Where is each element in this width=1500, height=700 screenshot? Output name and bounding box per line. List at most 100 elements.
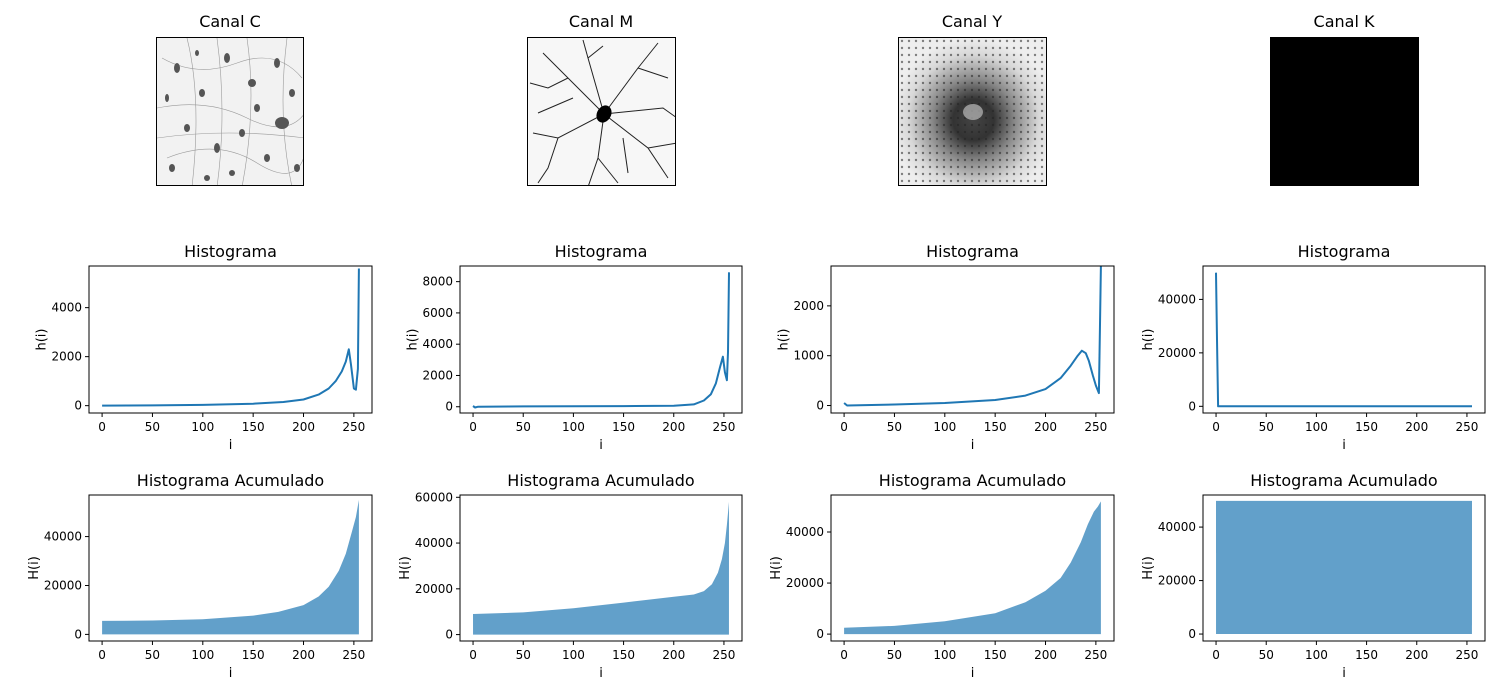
channel-m-image <box>527 37 676 186</box>
axes-frame <box>88 265 373 414</box>
axes-frame <box>1202 265 1486 414</box>
area-series <box>102 499 359 635</box>
x-tick-label: 0 <box>469 420 477 434</box>
x-axis-label: i <box>971 438 975 453</box>
chart-1: Histograma 0 50 100 150 200 250 0 2000 4000 i h(i) <box>34 242 373 453</box>
line-series <box>472 272 730 409</box>
channel-k-image <box>1270 37 1419 186</box>
chart-3: Histograma 0 50 100 150 200 250 0 1000 2000 i h(i) <box>776 242 1115 453</box>
y-tick-label: 0 <box>445 400 453 414</box>
x-tick-label: 150 <box>1355 420 1378 434</box>
x-tick-label: 50 <box>516 648 531 662</box>
x-tick-label: 250 <box>1084 420 1107 434</box>
x-tick-label: 0 <box>840 648 848 662</box>
y-tick-label: 8000 <box>422 275 453 289</box>
y-tick-label: 2000 <box>793 299 824 313</box>
axes-frame <box>1202 494 1486 642</box>
x-tick-label: 50 <box>516 420 531 434</box>
x-tick-label: 150 <box>242 420 265 434</box>
x-axis-label: i <box>1342 666 1346 681</box>
x-tick-label: 150 <box>612 420 635 434</box>
x-tick-label: 150 <box>612 648 635 662</box>
chart-title: Histograma <box>184 242 277 261</box>
chart-title: Histograma <box>555 242 648 261</box>
x-tick-label: 200 <box>1034 648 1057 662</box>
line-series <box>843 265 1102 407</box>
x-axis-label: i <box>599 666 603 681</box>
x-tick-label: 100 <box>562 420 585 434</box>
axes-frame <box>830 265 1115 414</box>
chart-6: Histograma Acumulado 0 50 100 150 200 250 0 2000… <box>398 471 743 681</box>
y-tick-label: 40000 <box>415 536 453 550</box>
y-axis-label: h(i) <box>776 329 791 351</box>
chart-title: Histograma <box>1298 242 1391 261</box>
x-tick-label: 100 <box>1305 648 1328 662</box>
axes-frame <box>830 494 1115 642</box>
chart-7: Histograma Acumulado 0 50 100 150 200 250 0 2000… <box>769 471 1115 681</box>
chart-title: Histograma Acumulado <box>507 471 694 490</box>
y-axis-label: H(i) <box>1141 556 1156 580</box>
chart-2: Histograma 0 50 100 150 200 250 0 2000 4000 6000 80… <box>405 242 743 453</box>
y-tick-label: 40000 <box>1158 292 1196 306</box>
x-tick-label: 0 <box>98 420 106 434</box>
image-title-m: Canal M <box>568 12 634 31</box>
y-tick-label: 0 <box>816 627 824 641</box>
x-tick-label: 100 <box>191 420 214 434</box>
y-tick-label: 6000 <box>422 306 453 320</box>
x-tick-label: 50 <box>887 420 902 434</box>
x-axis-label: i <box>599 438 603 453</box>
chart-4: Histograma 0 50 100 150 200 250 0 20000 40000 i h(i… <box>1141 242 1486 453</box>
chart-8: Histograma Acumulado 0 50 100 150 200 250 0 2000… <box>1141 471 1486 681</box>
y-tick-label: 0 <box>74 399 82 413</box>
y-tick-label: 0 <box>1188 627 1196 641</box>
retina-dots-thumbnail-icon <box>899 38 1046 185</box>
y-tick-label: 2000 <box>422 368 453 382</box>
x-tick-label: 250 <box>342 648 365 662</box>
x-tick-label: 200 <box>662 648 685 662</box>
x-tick-label: 250 <box>1084 648 1107 662</box>
y-axis-label: H(i) <box>398 556 413 580</box>
x-tick-label: 50 <box>887 648 902 662</box>
area-series <box>473 501 729 635</box>
black-square-thumbnail-icon <box>1271 38 1418 185</box>
x-tick-label: 0 <box>840 420 848 434</box>
y-tick-label: 0 <box>816 399 824 413</box>
x-tick-label: 150 <box>984 648 1007 662</box>
y-axis-label: h(i) <box>34 329 49 351</box>
x-tick-label: 250 <box>712 648 735 662</box>
x-tick-label: 0 <box>98 648 106 662</box>
axes-frame <box>459 265 743 414</box>
line-series <box>102 268 360 407</box>
x-tick-label: 0 <box>1212 648 1220 662</box>
y-axis-label: H(i) <box>769 556 784 580</box>
x-axis-label: i <box>229 666 233 681</box>
x-tick-label: 200 <box>1034 420 1057 434</box>
axes-frame <box>88 494 373 642</box>
x-tick-label: 250 <box>1455 420 1478 434</box>
image-title-c: Canal C <box>199 12 261 31</box>
channel-y-image <box>898 37 1047 186</box>
x-tick-label: 100 <box>1305 420 1328 434</box>
x-tick-label: 100 <box>933 420 956 434</box>
axes-frame <box>459 494 743 642</box>
y-tick-label: 20000 <box>1158 574 1196 588</box>
area-series <box>1216 500 1472 635</box>
y-axis-label: h(i) <box>1141 329 1156 351</box>
chart-title: Histograma Acumulado <box>137 471 324 490</box>
x-tick-label: 150 <box>1355 648 1378 662</box>
y-tick-label: 40000 <box>44 530 82 544</box>
image-title-y: Canal Y <box>941 12 1003 31</box>
x-tick-label: 250 <box>712 420 735 434</box>
y-axis-label: h(i) <box>405 329 420 351</box>
image-title-k: Canal K <box>1313 12 1375 31</box>
channel-c-image <box>156 37 304 186</box>
x-tick-label: 50 <box>145 420 160 434</box>
x-tick-label: 250 <box>1455 648 1478 662</box>
x-tick-label: 150 <box>242 648 265 662</box>
y-tick-label: 40000 <box>1158 520 1196 534</box>
line-series <box>1215 272 1472 408</box>
x-tick-label: 0 <box>469 648 477 662</box>
y-tick-label: 0 <box>445 628 453 642</box>
y-tick-label: 20000 <box>415 582 453 596</box>
